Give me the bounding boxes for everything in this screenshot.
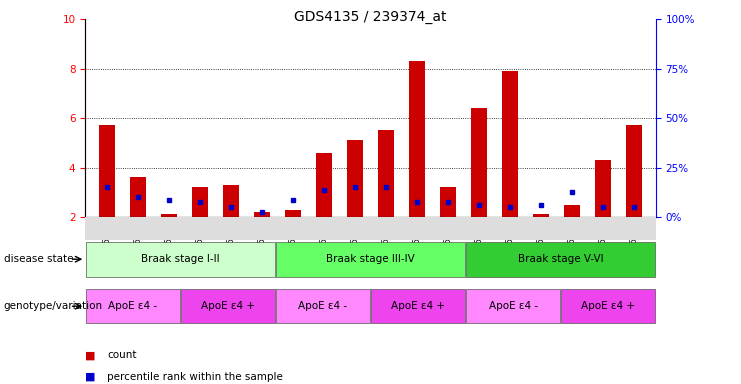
Text: ApoE ε4 +: ApoE ε4 + (201, 301, 255, 311)
Bar (86, 242, 275, 277)
Bar (502, 71, 518, 217)
Bar (348, 140, 363, 217)
Bar (86, 290, 179, 323)
Bar (316, 153, 332, 217)
Bar (466, 290, 560, 323)
Bar (254, 212, 270, 217)
Bar (162, 215, 176, 217)
Bar (181, 290, 275, 323)
Text: Braak stage V-VI: Braak stage V-VI (518, 254, 603, 264)
Bar (223, 185, 239, 217)
Bar (409, 61, 425, 217)
Bar (595, 160, 611, 217)
Text: genotype/variation: genotype/variation (4, 301, 103, 311)
Bar (378, 131, 393, 217)
Text: ApoE ε4 +: ApoE ε4 + (391, 301, 445, 311)
Bar (276, 290, 370, 323)
Bar (471, 108, 487, 217)
Text: ApoE ε4 -: ApoE ε4 - (488, 301, 538, 311)
Bar (192, 187, 207, 217)
Text: disease state: disease state (4, 254, 73, 264)
Text: ■: ■ (85, 350, 96, 360)
Bar (276, 242, 465, 277)
Text: Braak stage I-II: Braak stage I-II (141, 254, 219, 264)
Text: ApoE ε4 -: ApoE ε4 - (299, 301, 348, 311)
Bar (466, 242, 655, 277)
Text: ■: ■ (85, 372, 96, 382)
Text: Braak stage III-IV: Braak stage III-IV (326, 254, 415, 264)
Bar (371, 290, 465, 323)
Bar (562, 290, 655, 323)
Bar (285, 210, 301, 217)
Text: GDS4135 / 239374_at: GDS4135 / 239374_at (294, 10, 447, 23)
Bar (130, 177, 146, 217)
Text: percentile rank within the sample: percentile rank within the sample (107, 372, 283, 382)
Bar (626, 126, 642, 217)
Text: count: count (107, 350, 137, 360)
Bar (440, 187, 456, 217)
Bar (534, 215, 549, 217)
Bar (99, 126, 115, 217)
Text: ApoE ε4 +: ApoE ε4 + (581, 301, 635, 311)
Bar (565, 205, 579, 217)
Text: ApoE ε4 -: ApoE ε4 - (108, 301, 157, 311)
